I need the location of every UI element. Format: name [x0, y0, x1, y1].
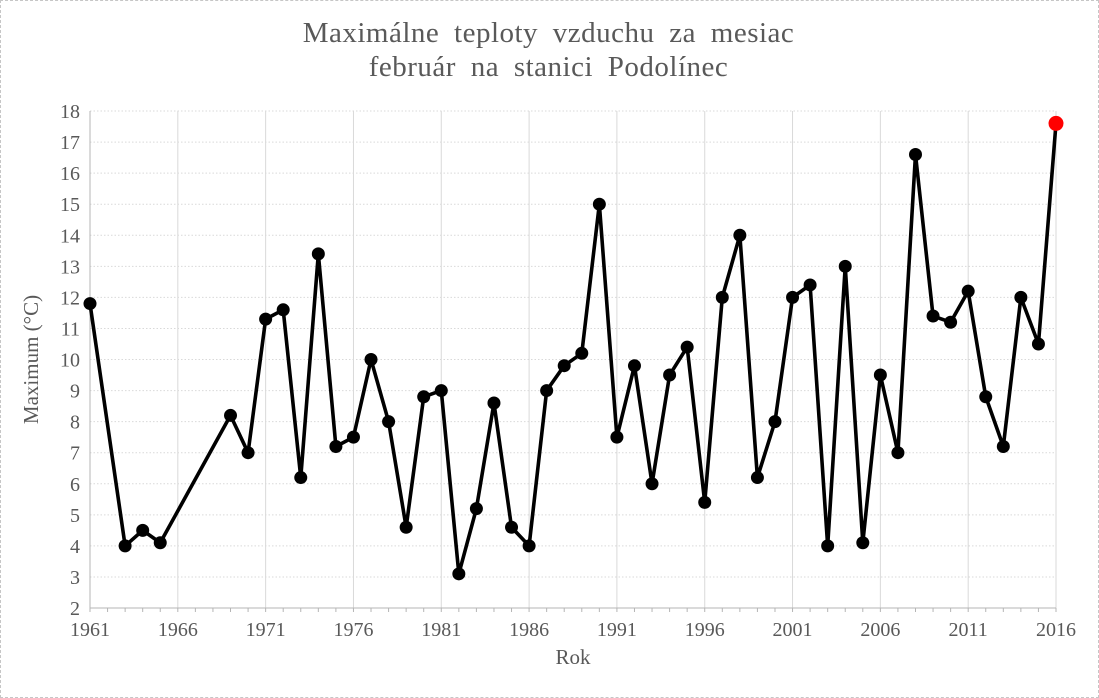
y-tick-label: 10 [60, 350, 80, 372]
y-tick-label: 5 [70, 505, 80, 527]
data-point [83, 297, 97, 311]
x-tick-label: 1976 [333, 619, 373, 641]
x-tick-label: 2006 [860, 619, 900, 641]
y-tick-label: 17 [60, 132, 80, 154]
x-tick-label: 1981 [421, 619, 461, 641]
data-point [856, 536, 870, 550]
y-tick-label: 11 [61, 318, 80, 340]
x-axis-title: Rok [555, 645, 591, 669]
y-tick-label: 7 [70, 443, 80, 465]
data-point [505, 520, 519, 534]
y-tick-label: 6 [70, 474, 80, 496]
data-point [540, 384, 554, 398]
data-point-highlight [1048, 115, 1064, 131]
chart-title-line2: február na stanici Podolínec [368, 51, 729, 83]
x-tick-label: 1961 [70, 619, 110, 641]
y-axis-title: Maximum (°C) [19, 295, 43, 424]
data-point [645, 477, 659, 491]
y-tick-label: 12 [60, 287, 80, 309]
y-tick-label: 15 [60, 194, 80, 216]
y-tick-label: 9 [70, 381, 80, 403]
data-point [768, 415, 782, 429]
data-point [276, 303, 290, 317]
chart-title: Maximálne teploty vzduchu za mesiac febr… [0, 16, 1097, 84]
data-point [803, 278, 817, 292]
data-point [329, 439, 343, 453]
data-point [627, 359, 641, 373]
data-point [575, 346, 589, 360]
data-point [926, 309, 940, 323]
data-point [382, 415, 396, 429]
x-tick-label: 1986 [509, 619, 549, 641]
x-tick-label: 2001 [773, 619, 813, 641]
data-point [522, 539, 536, 553]
data-point [663, 368, 677, 382]
y-tick-label: 16 [60, 163, 80, 185]
x-tick-label: 1996 [685, 619, 725, 641]
data-point [1031, 337, 1045, 351]
data-point [399, 520, 413, 534]
chart-title-line1: Maximálne teploty vzduchu za mesiac [302, 17, 795, 49]
data-point [487, 396, 501, 410]
data-point [469, 502, 483, 516]
y-tick-label: 13 [60, 256, 80, 278]
x-tick-label: 1991 [597, 619, 637, 641]
data-point [715, 290, 729, 304]
data-point [259, 312, 273, 326]
data-point [224, 408, 238, 422]
data-point [891, 446, 905, 460]
data-point [838, 259, 852, 273]
data-point [944, 315, 958, 329]
x-tick-label: 1966 [158, 619, 198, 641]
y-tick-label: 4 [70, 536, 80, 558]
data-point [873, 368, 887, 382]
data-point [961, 284, 975, 298]
x-tick-label: 2016 [1036, 619, 1076, 641]
y-tick-label: 18 [60, 101, 80, 123]
data-point [241, 446, 255, 460]
data-point [1014, 290, 1028, 304]
x-tick-label: 2011 [949, 619, 988, 641]
data-point [417, 390, 431, 404]
data-point [733, 228, 747, 242]
data-point [434, 384, 448, 398]
data-point [557, 359, 571, 373]
data-point [136, 523, 150, 537]
data-point [979, 390, 993, 404]
data-point [311, 247, 325, 261]
y-tick-label: 8 [70, 412, 80, 434]
data-point [996, 439, 1010, 453]
data-point [364, 353, 378, 366]
x-tick-label: 1971 [246, 619, 286, 641]
temperature-line [88, 121, 1058, 576]
data-point [294, 471, 308, 485]
data-point [592, 197, 606, 211]
data-point [680, 340, 694, 354]
data-point [698, 495, 712, 509]
data-point [118, 539, 132, 553]
data-point [452, 567, 466, 581]
data-point [610, 430, 624, 444]
data-point [821, 539, 835, 553]
y-tick-label: 3 [70, 567, 80, 589]
data-point [153, 536, 167, 550]
data-point [786, 290, 800, 304]
data-point [908, 147, 922, 161]
data-point [346, 430, 360, 444]
y-tick-label: 14 [60, 225, 80, 247]
y-tick-label: 2 [70, 598, 80, 620]
data-point [750, 471, 764, 485]
